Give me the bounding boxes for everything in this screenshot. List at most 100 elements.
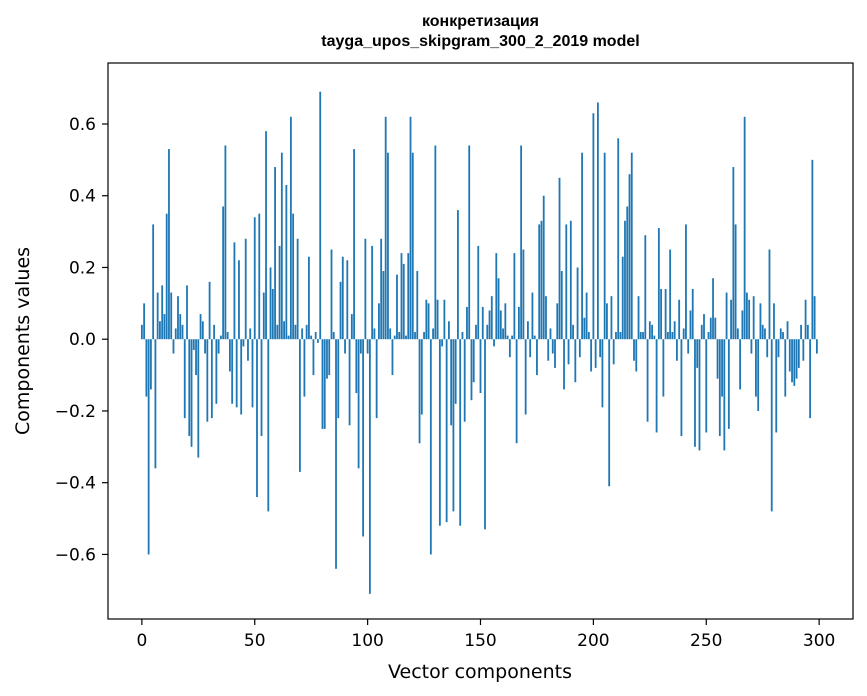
bar <box>423 332 425 340</box>
bar <box>725 292 728 340</box>
bar <box>215 339 218 404</box>
bar <box>657 228 660 340</box>
bar <box>339 281 342 340</box>
bar <box>319 91 322 340</box>
bar <box>441 339 444 347</box>
bar <box>366 339 369 354</box>
bar <box>145 339 148 397</box>
x-tick-label: 300 <box>803 631 835 651</box>
bar <box>549 328 552 340</box>
bar <box>624 220 626 340</box>
bar <box>208 281 211 340</box>
bar <box>256 339 258 498</box>
bar <box>524 339 527 415</box>
bar <box>432 328 434 340</box>
bar <box>443 299 446 340</box>
bar <box>192 339 195 350</box>
bar <box>393 335 396 340</box>
bar <box>513 253 516 340</box>
bar <box>662 339 665 397</box>
bar <box>495 253 498 340</box>
y-tick-label: 0.6 <box>69 115 96 135</box>
bar <box>741 310 744 340</box>
bar <box>705 339 708 433</box>
bar <box>405 335 407 340</box>
bar <box>612 339 615 365</box>
bar <box>619 332 622 340</box>
bar <box>197 339 200 458</box>
bar <box>253 217 256 340</box>
bar <box>615 332 617 340</box>
y-tick-label: −0.2 <box>55 402 96 422</box>
bar <box>484 339 486 530</box>
bar <box>531 292 534 340</box>
bar <box>201 321 204 340</box>
bar <box>804 299 807 340</box>
bar <box>660 288 663 340</box>
bar <box>285 184 288 340</box>
bar <box>348 339 351 426</box>
bar <box>222 206 225 340</box>
bar <box>655 339 658 433</box>
bar <box>260 339 263 437</box>
x-tick-label: 200 <box>577 631 609 651</box>
bar <box>477 245 480 340</box>
chart-subtitle: tayga_upos_skipgram_300_2_2019 model <box>321 33 640 50</box>
bar <box>542 195 545 340</box>
bar <box>454 339 457 404</box>
bar <box>159 321 161 340</box>
bar <box>508 339 511 358</box>
bar <box>732 167 735 340</box>
bars-group <box>140 91 818 594</box>
bar <box>499 310 502 340</box>
bar <box>161 285 164 340</box>
bar <box>759 303 762 340</box>
bar <box>280 152 283 340</box>
bar <box>472 339 475 383</box>
bar <box>630 152 633 340</box>
bar <box>653 335 656 340</box>
bar <box>560 271 563 340</box>
bar <box>718 339 721 437</box>
bar <box>249 328 252 340</box>
bar <box>651 324 653 340</box>
bar <box>601 339 604 408</box>
bar <box>761 324 764 340</box>
bar <box>493 339 495 347</box>
bar <box>289 116 292 340</box>
bar <box>784 339 787 397</box>
bar <box>770 339 773 512</box>
bar <box>723 339 726 451</box>
bar <box>206 339 209 422</box>
bar <box>341 256 344 340</box>
bar <box>231 339 234 404</box>
x-tick-label: 50 <box>244 631 266 651</box>
bar <box>748 299 751 340</box>
y-axis-label: Components values <box>12 247 34 435</box>
bar <box>574 339 577 383</box>
bar <box>382 271 385 340</box>
bar <box>522 249 525 340</box>
bar <box>283 321 285 340</box>
bar <box>305 324 308 340</box>
bar <box>628 174 631 340</box>
bar <box>538 224 541 340</box>
bar <box>213 324 216 340</box>
bar <box>427 303 430 340</box>
bar <box>585 292 588 340</box>
bar <box>350 314 353 340</box>
bar <box>666 332 669 340</box>
bar <box>396 274 398 340</box>
bar <box>773 303 775 340</box>
bar <box>147 339 150 555</box>
bar <box>170 292 173 340</box>
bar <box>271 288 274 340</box>
y-tick-label: −0.4 <box>55 474 96 494</box>
bar <box>696 339 699 368</box>
bar <box>229 339 231 372</box>
bar <box>463 339 466 422</box>
bar <box>400 253 403 340</box>
bar <box>244 238 247 340</box>
bar <box>346 260 349 340</box>
